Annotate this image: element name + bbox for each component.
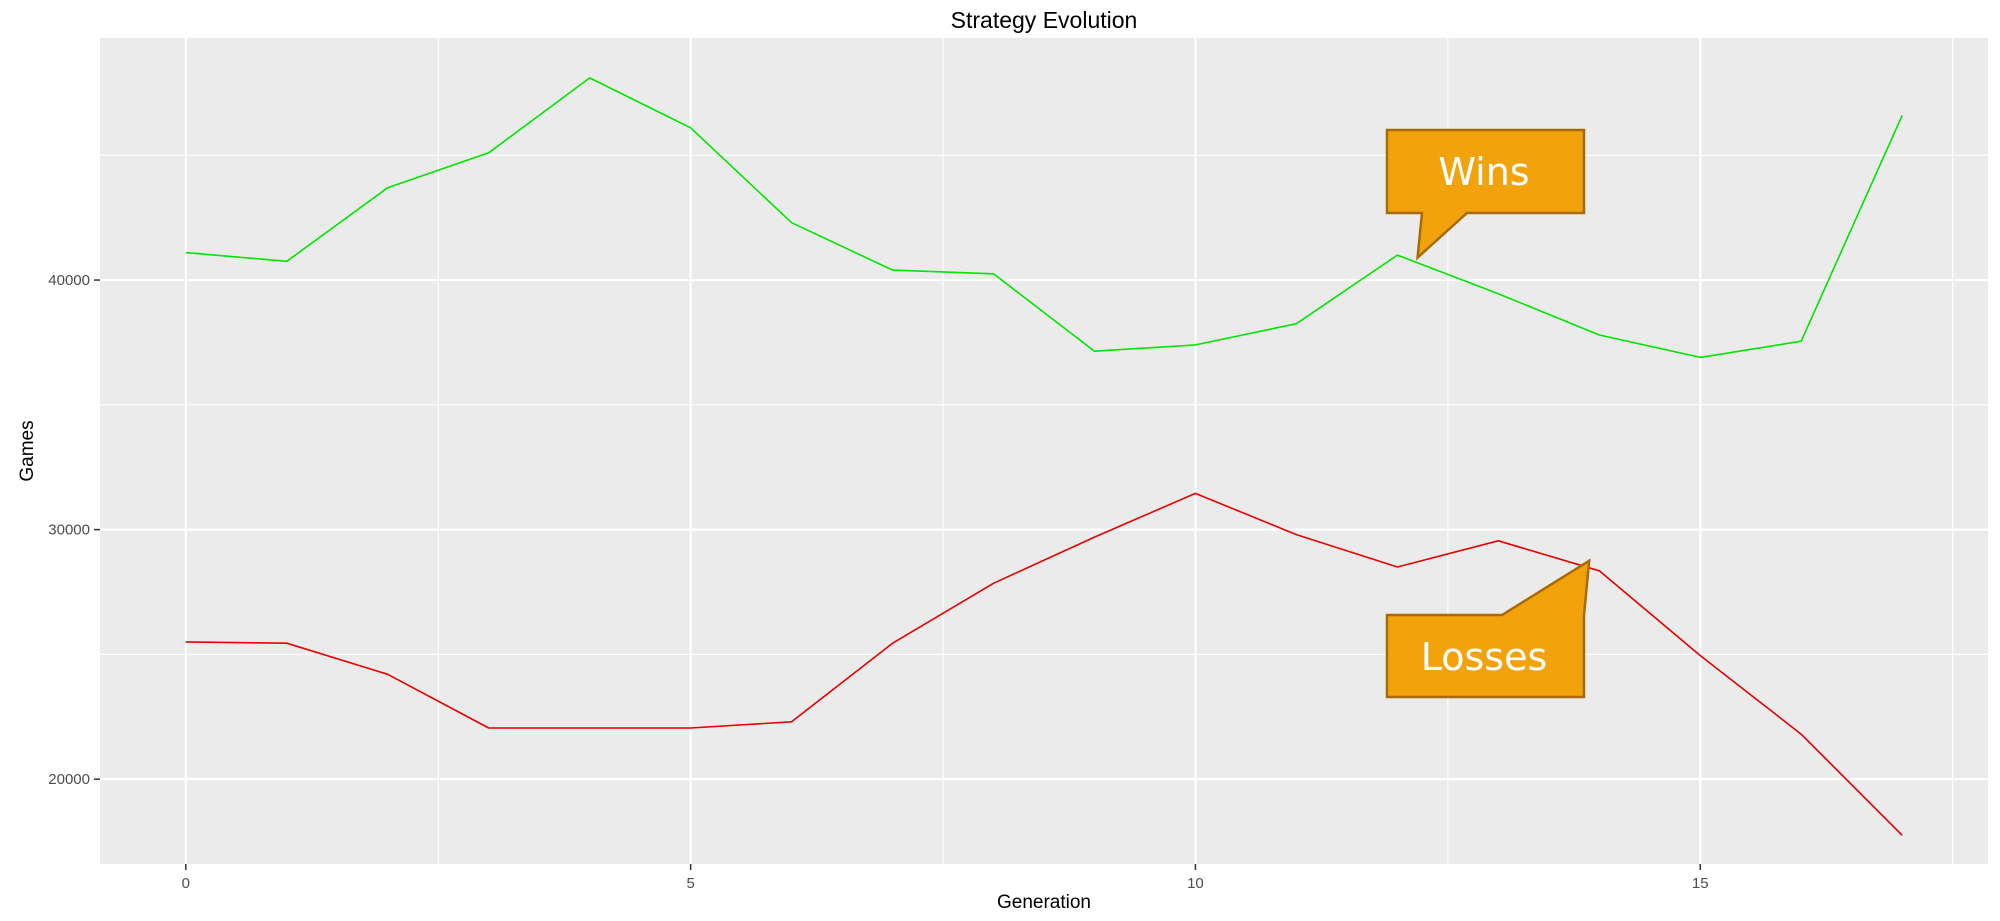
losses-callout-label: Losses	[1421, 635, 1548, 679]
x-tick-label: 5	[686, 875, 694, 892]
x-tick-label: 10	[1187, 875, 1204, 892]
chart-title: Strategy Evolution	[951, 7, 1138, 33]
y-axis-title: Games	[17, 420, 38, 481]
series-line-0	[185, 77, 1903, 359]
y-tick-label: 30000	[48, 522, 90, 539]
wins-callout-shape	[1385, 128, 1586, 261]
x-tick-label: 15	[1692, 875, 1709, 892]
major-gridlines	[100, 38, 1988, 864]
x-axis-title: Generation	[997, 892, 1091, 913]
x-tick-label: 0	[182, 875, 190, 892]
y-axis-ticks: 20000 30000 40000	[48, 272, 100, 788]
losses-callout: Losses	[1385, 558, 1591, 699]
series-layer	[185, 77, 1903, 836]
x-axis-ticks: 0 5 10 15	[182, 864, 1709, 892]
losses-callout-shape	[1385, 558, 1591, 699]
wins-callout: Wins	[1385, 128, 1586, 261]
y-tick-label: 40000	[48, 272, 90, 289]
wins-callout-label: Wins	[1438, 150, 1529, 194]
y-tick-label: 20000	[48, 771, 90, 788]
series-line-1	[185, 492, 1903, 836]
panel-background	[100, 38, 1988, 864]
